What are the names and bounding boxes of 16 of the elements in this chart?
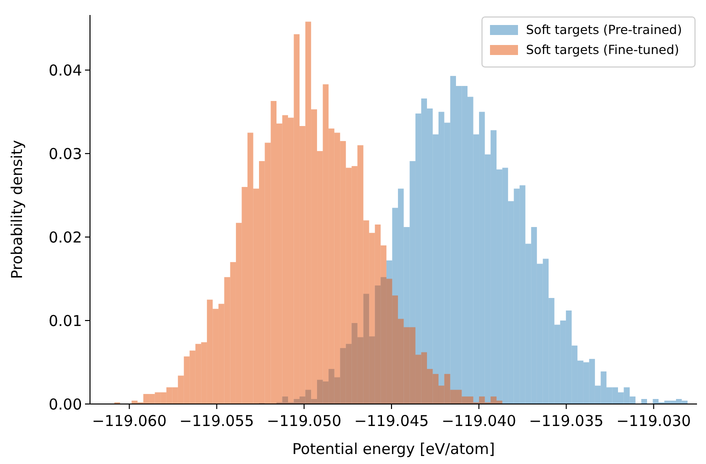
legend-label: Soft targets (Fine-tuned) xyxy=(526,42,680,57)
x-tick-label: −119.040 xyxy=(442,412,516,430)
y-tick-label: 0.03 xyxy=(48,144,82,163)
y-axis-title: Probability density xyxy=(8,140,26,280)
y-tick-label: 0.02 xyxy=(48,228,82,246)
legend-label: Soft targets (Pre-trained) xyxy=(526,22,682,37)
x-tick-label: −119.030 xyxy=(616,412,691,430)
x-tick-label: −119.035 xyxy=(528,412,604,430)
x-tick-label: −119.060 xyxy=(92,412,167,430)
x-tick-label: −119.045 xyxy=(354,412,429,430)
x-tick-label: −119.055 xyxy=(179,412,254,430)
x-tick-label: −119.050 xyxy=(266,412,342,430)
x-axis-title: Potential energy [eV/atom] xyxy=(292,440,495,458)
y-tick-label: 0.01 xyxy=(48,312,82,330)
y-tick-label: 0.00 xyxy=(48,395,82,414)
y-tick-label: 0.04 xyxy=(48,61,82,80)
